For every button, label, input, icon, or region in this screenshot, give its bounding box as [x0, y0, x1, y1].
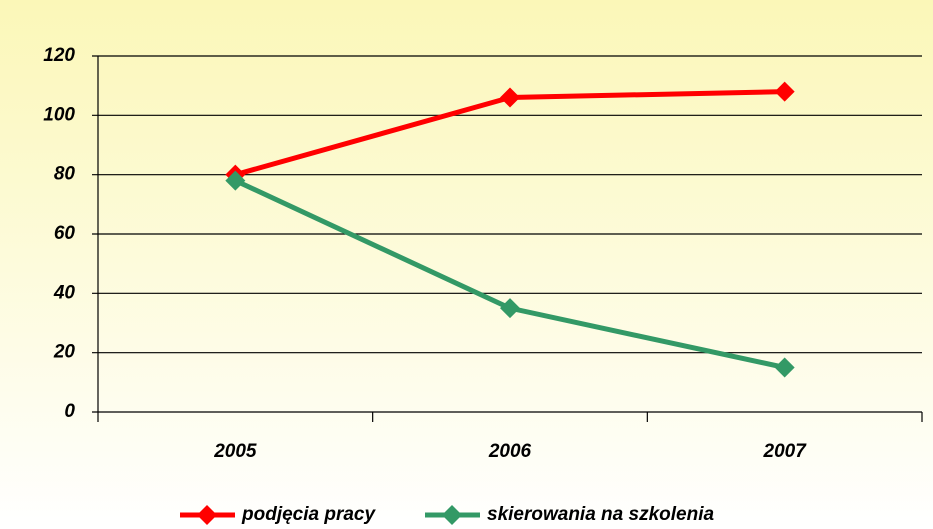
y-tick-label: 100 — [43, 104, 75, 125]
legend-marker — [197, 505, 217, 525]
x-tick-label: 2007 — [763, 441, 808, 462]
y-tick-label: 120 — [43, 45, 75, 66]
y-tick-label: 0 — [64, 401, 75, 422]
marker — [774, 357, 795, 378]
x-tick-label: 2006 — [488, 441, 532, 462]
y-tick-label: 60 — [54, 223, 76, 244]
y-tick-label: 80 — [54, 164, 76, 185]
marker — [500, 298, 520, 319]
marker — [225, 170, 246, 191]
marker — [500, 87, 520, 108]
y-tick-label: 40 — [53, 282, 76, 303]
y-tick-label: 20 — [53, 342, 76, 363]
marker — [774, 81, 795, 102]
legend-label: podjęcia pracy — [241, 504, 376, 525]
x-tick-label: 2005 — [213, 441, 257, 462]
legend-marker — [442, 505, 462, 525]
legend-label: skierowania na szkolenia — [487, 504, 714, 525]
